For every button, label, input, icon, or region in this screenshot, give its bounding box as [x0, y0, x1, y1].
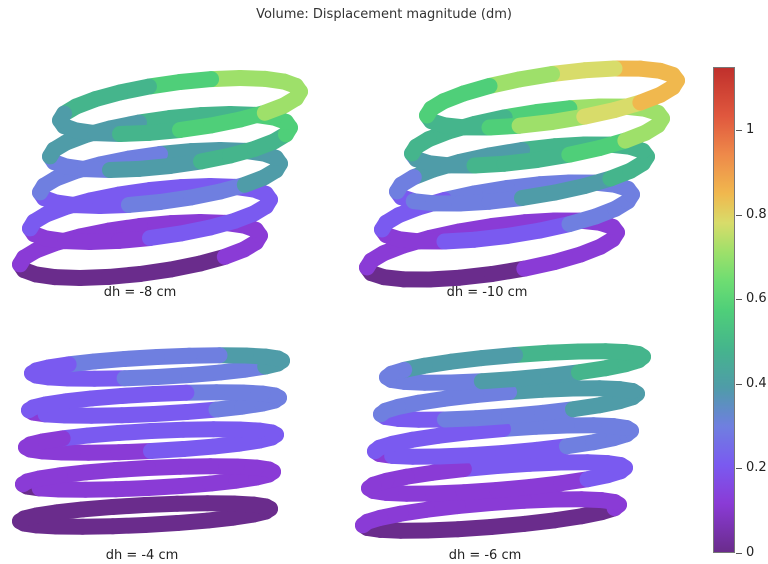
- colorbar-tick-label: 0.4: [746, 375, 767, 391]
- coil-segment: [15, 473, 36, 493]
- panel-label: dh = -8 cm: [103, 285, 177, 300]
- coil-segment: [404, 138, 425, 162]
- colorbar-tick: [736, 383, 742, 385]
- panel-label: dh = -10 cm: [446, 285, 528, 300]
- coil-segment: [359, 252, 380, 276]
- colorbar-tick: [736, 214, 742, 216]
- colorbar-tick-label: 1: [746, 122, 755, 138]
- colorbar-tick: [736, 468, 742, 470]
- coil-segment: [374, 214, 395, 238]
- panel-label: dh = -6 cm: [448, 548, 522, 563]
- coil-segment: [52, 105, 73, 129]
- coil-segment: [42, 141, 63, 165]
- coil-segment: [379, 365, 400, 386]
- spring-3d-render: [12, 347, 290, 535]
- panel-label: dh = -4 cm: [105, 548, 179, 563]
- coil-segment: [361, 476, 382, 497]
- colorbar: [713, 67, 735, 553]
- spring-3d-render: [359, 60, 685, 288]
- coil-segment: [18, 436, 39, 456]
- spring-panel-dh-10: dh = -10 cm: [345, 60, 685, 310]
- colorbar-tick-label: 0: [746, 545, 755, 560]
- coil-segment: [367, 439, 388, 460]
- spring-3d-render: [355, 343, 651, 539]
- colorbar-tick-label: 0.6: [746, 291, 767, 307]
- spring-panel-dh-4: dh = -4 cm: [0, 347, 320, 564]
- coil-segment: [389, 176, 410, 200]
- coil-segment: [32, 177, 53, 201]
- spring-3d-render: [12, 70, 308, 286]
- spring-panel-dh-8: dh = -8 cm: [0, 60, 320, 310]
- coil-segment: [373, 402, 394, 423]
- coil-segment: [22, 213, 43, 237]
- colorbar-tick: [736, 299, 742, 301]
- colorbar-tick-label: 0.8: [746, 206, 767, 222]
- coil-segment: [24, 362, 45, 382]
- coil-segment: [12, 510, 33, 530]
- plot-title: Volume: Displacement magnitude (dm): [256, 7, 512, 22]
- colorbar-tick: [736, 553, 742, 554]
- colorbar-tick-label: 0.2: [746, 460, 767, 476]
- coil-segment: [12, 249, 33, 273]
- coil-segment: [21, 399, 42, 419]
- colorbar-tick: [736, 130, 742, 132]
- coil-segment: [419, 100, 440, 124]
- coil-segment: [355, 513, 376, 534]
- spring-panel-dh-6: dh = -6 cm: [345, 343, 675, 564]
